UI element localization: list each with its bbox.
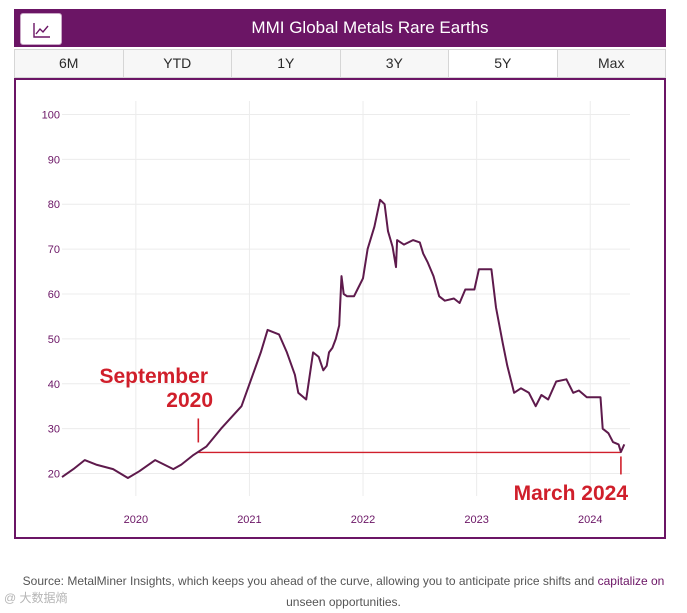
source-caption: Source: MetalMiner Insights, which keeps… [0,571,687,613]
y-tick-label: 30 [48,424,60,436]
tab-5y[interactable]: 5Y [449,50,558,77]
y-tick-label: 80 [48,199,60,211]
watermark: @ 大数据熵 [4,591,68,605]
x-tick-label: 2024 [578,514,602,526]
caption-text: Source: MetalMiner Insights, which keeps… [22,574,598,588]
y-tick-label: 60 [48,289,60,301]
annotation-start-line2: 2020 [166,389,213,412]
tab-3y[interactable]: 3Y [341,50,449,77]
x-tick-label: 2023 [464,514,488,526]
caption-text-end: unseen opportunities. [286,595,401,609]
chart-header: MMI Global Metals Rare Earths [14,9,666,47]
y-tick-label: 50 [48,334,60,346]
y-tick-label: 90 [48,154,60,166]
tab-1y[interactable]: 1Y [232,50,341,77]
chart-title: MMI Global Metals Rare Earths [251,18,489,37]
chart-widget: MMI Global Metals Rare Earths 6M YTD 1Y … [14,9,666,539]
tab-max[interactable]: Max [598,55,625,71]
annotation-end-label: March 2024 [514,482,629,505]
x-tick-label: 2020 [124,514,148,526]
line-chart-icon [33,23,50,38]
series-line [61,198,626,479]
range-tabs: 6M YTD 1Y 3Y 5Y Max [14,49,666,78]
y-tick-label: 100 [42,109,60,121]
y-tick-label: 20 [48,469,60,481]
y-tick-label: 70 [48,244,60,256]
chart-type-button[interactable] [20,13,62,45]
caption-link[interactable]: capitalize on [597,574,665,588]
x-tick-label: 2022 [351,514,375,526]
tab-6m[interactable]: 6M [15,50,124,77]
tab-ytd[interactable]: YTD [124,50,232,77]
annotation-start-line1: September [99,365,208,388]
x-tick-label: 2021 [237,514,261,526]
y-tick-label: 40 [48,379,60,391]
